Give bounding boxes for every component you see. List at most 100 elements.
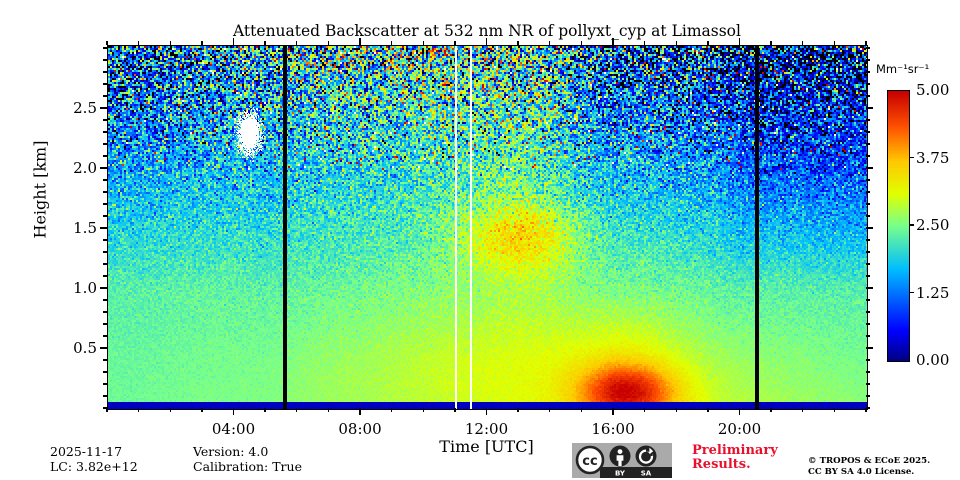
x-axis-tick-bottom: [675, 408, 677, 412]
y-axis-tick-right: [866, 155, 870, 157]
colorbar-unit-label: Mm⁻¹sr⁻¹: [876, 62, 930, 76]
cc-by-label: BY: [615, 470, 626, 478]
y-axis-tick-right: [866, 59, 870, 61]
colorbar-ticklabel: 1.25: [916, 283, 950, 302]
y-axis-tick-right: [866, 359, 870, 361]
x-axis-tick-bottom: [485, 408, 488, 415]
y-axis-tick-left: [103, 299, 107, 301]
y-axis-tick-left: [100, 227, 107, 229]
y-axis-tick-left: [103, 263, 107, 265]
x-axis-tick-bottom: [549, 408, 551, 412]
x-axis-ticklabel: 16:00: [591, 420, 635, 438]
x-axis-tick-bottom: [738, 408, 741, 415]
x-axis-tick-bottom: [264, 408, 266, 412]
x-axis-tick-top: [201, 41, 203, 45]
x-axis-tick-bottom: [517, 408, 519, 412]
y-axis-tick-right: [866, 47, 870, 49]
x-axis-tick-bottom: [454, 408, 456, 412]
y-axis-tick-right: [866, 299, 870, 301]
x-axis-tick-bottom: [137, 408, 140, 412]
y-axis-tick-left: [103, 407, 107, 409]
y-axis-tick-right: [866, 119, 870, 121]
y-axis-tick-left: [100, 107, 107, 109]
y-axis-tick-left: [103, 47, 107, 49]
y-axis-tick-right: [866, 251, 870, 253]
x-axis-tick-top: [707, 41, 709, 45]
x-axis-ticklabel: 20:00: [717, 420, 762, 438]
y-axis-tick-right: [866, 383, 870, 385]
heatmap-axes: [107, 45, 868, 410]
cc-icon: cc: [575, 445, 605, 475]
x-axis-tick-top: [264, 41, 266, 45]
x-axis-tick-top: [738, 38, 741, 45]
x-axis-tick-top: [422, 41, 424, 45]
y-axis-tick-left: [103, 311, 107, 313]
y-axis-tick-right: [866, 107, 873, 109]
preliminary-results-note: Preliminary Results.: [692, 444, 778, 472]
y-axis-tick-left: [103, 323, 107, 325]
x-axis-tick-top: [327, 41, 330, 45]
x-axis-tick-bottom: [833, 408, 836, 412]
preliminary-line-2: Results.: [692, 457, 751, 472]
x-axis-ticklabel: 08:00: [338, 420, 382, 438]
colorbar-tick: [909, 156, 914, 159]
x-axis-tick-top: [643, 41, 646, 45]
x-axis-tick-bottom: [169, 408, 171, 412]
x-axis-tick-top: [580, 41, 583, 45]
colorbar: [887, 90, 910, 362]
footer-lidar-constant: LC: 3.82e+12: [50, 459, 138, 474]
y-axis-tick-right: [866, 179, 870, 181]
y-axis-tick-left: [103, 395, 107, 397]
y-axis-tick-left: [103, 83, 107, 85]
y-axis-tick-right: [866, 275, 870, 277]
y-axis-tick-left: [103, 155, 107, 157]
y-axis-tick-left: [103, 383, 107, 385]
x-axis-tick-top: [549, 41, 551, 45]
y-axis-tick-left: [103, 335, 107, 337]
y-axis-tick-right: [866, 407, 870, 409]
y-axis-ticklabel: 0.5: [73, 339, 97, 357]
y-axis-tick-left: [100, 167, 107, 169]
page-title: Attenuated Backscatter at 532 nm NR of p…: [233, 22, 741, 40]
y-axis-tick-right: [866, 167, 873, 169]
y-axis-tick-right: [866, 83, 870, 85]
x-axis-tick-top: [106, 41, 108, 45]
x-axis-tick-bottom: [296, 408, 298, 412]
copyright-note: © TROPOS & ECoE 2025. CC BY SA 4.0 Licen…: [808, 456, 930, 478]
colorbar-tick: [909, 291, 914, 294]
x-axis-tick-bottom: [802, 408, 804, 412]
y-axis-tick-right: [866, 203, 870, 205]
y-axis-tick-left: [100, 287, 107, 289]
cc-sa-icon: SA: [635, 445, 657, 478]
colorbar-ticklabel: 0.00: [916, 351, 950, 369]
x-axis-tick-bottom: [232, 408, 235, 415]
footer-calibration: Calibration: True: [193, 459, 302, 474]
x-axis-tick-top: [675, 41, 677, 45]
y-axis-label: Height [km]: [30, 140, 50, 239]
y-axis-tick-left: [103, 95, 107, 97]
x-axis-tick-bottom: [106, 408, 108, 412]
y-axis-tick-left: [103, 71, 107, 73]
y-axis-tick-left: [103, 119, 107, 121]
y-axis-tick-left: [103, 191, 107, 193]
preliminary-line-1: Preliminary: [692, 443, 778, 458]
y-axis-tick-left: [103, 143, 107, 145]
footer-version: Version: 4.0: [193, 444, 269, 459]
x-axis-tick-bottom: [643, 408, 646, 412]
y-axis-tick-right: [866, 239, 870, 241]
creative-commons-license-badge: cc BY SA: [572, 443, 672, 478]
y-axis-tick-right: [866, 131, 870, 133]
colorbar-ticklabel: 2.50: [916, 216, 950, 234]
x-axis-tick-bottom: [359, 408, 361, 415]
x-axis-tick-top: [169, 41, 171, 45]
y-axis-tick-left: [103, 203, 107, 205]
y-axis-tick-right: [866, 191, 870, 193]
y-axis-tick-left: [103, 371, 107, 373]
cc-by-icon: BY: [609, 445, 631, 478]
y-axis-tick-left: [100, 347, 107, 349]
y-axis-ticklabel: 1.5: [73, 219, 97, 237]
x-axis-tick-bottom: [201, 408, 203, 412]
y-axis-tick-left: [103, 275, 107, 277]
svg-text:cc: cc: [582, 454, 597, 469]
